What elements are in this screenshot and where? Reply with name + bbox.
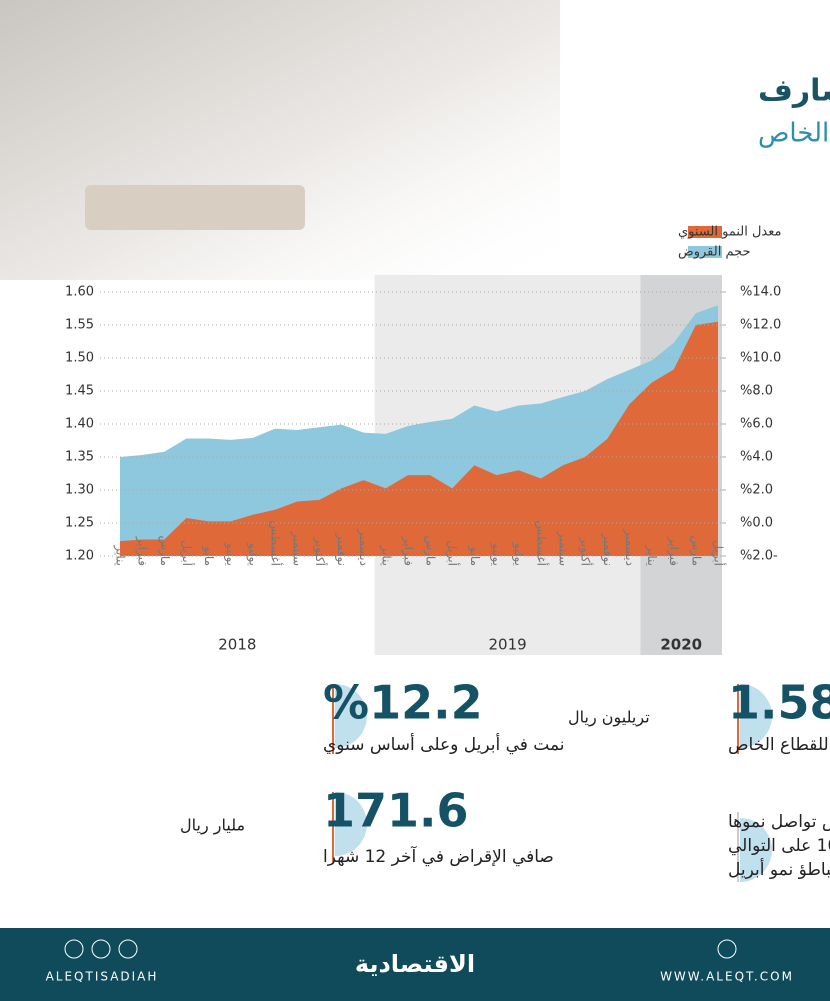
- x-tick-label: مارس: [423, 535, 438, 566]
- y2-tick-label: %12.0: [740, 318, 781, 333]
- x-tick-label: أبريل: [179, 540, 195, 566]
- x-tick-label: أكتوبر: [312, 536, 328, 566]
- footer-site[interactable]: WWW.ALEQT.COM: [660, 970, 794, 984]
- legend-label: حجم القروض: [678, 245, 751, 260]
- note-line: للشهر الـ 10 على التوالي: [728, 836, 830, 856]
- legend-label: معدل النمو السنوي: [678, 225, 781, 240]
- highlight-unit: تريليون ريال: [568, 708, 650, 728]
- icon-half-circle: [740, 684, 772, 748]
- y-tick-label: 1.35: [65, 450, 94, 465]
- y2-tick-label: %2.0-: [740, 549, 778, 564]
- y2-tick-label: %0.0: [740, 516, 773, 531]
- y-tick-label: 1.40: [65, 417, 94, 432]
- y2-tick-label: %2.0: [740, 483, 773, 498]
- x-tick-label: أبريل: [711, 540, 727, 566]
- y-tick-label: 1.50: [65, 351, 94, 366]
- x-tick-label: أغسطس: [533, 521, 549, 566]
- x-tick-label: سبتمبر: [290, 531, 305, 566]
- y2-tick-label: %8.0: [740, 384, 773, 399]
- highlight-text: صافي الإقراض في آخر 12 شهرا: [323, 845, 554, 867]
- icon-twitter[interactable]: [118, 939, 138, 959]
- year-label: 2018: [218, 636, 256, 654]
- footer-handle: ALEQTISADIAH: [46, 970, 159, 984]
- x-tick-label: مارس: [157, 535, 172, 566]
- area: [120, 321, 718, 556]
- y2-tick-label: %4.0: [740, 450, 773, 465]
- x-tick-label: يونيو: [223, 542, 238, 566]
- x-tick-label: فبراير: [666, 536, 681, 566]
- note-line: رغم تباطؤ نمو أبريل: [728, 858, 830, 880]
- x-tick-label: يونيو: [489, 542, 504, 566]
- legend-swatch: [688, 246, 722, 258]
- icon-web[interactable]: [717, 939, 737, 959]
- footer-bar: [0, 928, 830, 1001]
- y2-tick-label: %14.0: [740, 285, 781, 300]
- y-tick-label: 1.55: [65, 318, 94, 333]
- icon-facebook[interactable]: [91, 939, 111, 959]
- x-tick-label: يوليو: [245, 542, 260, 566]
- x-tick-label: أبريل: [445, 540, 461, 566]
- y2-tick-label: %6.0: [740, 417, 773, 432]
- money-stack: [85, 185, 305, 230]
- highlight-value: %12.2: [323, 676, 483, 730]
- x-tick-label: ديسمبر: [622, 528, 637, 566]
- highlight-value: 1.58: [728, 676, 830, 730]
- note-line: القروض تواصل نموها: [728, 812, 830, 832]
- subtitle: للقطاع الخاص: [758, 119, 830, 149]
- y-tick-label: 1.45: [65, 384, 94, 399]
- x-tick-label: سبتمبر: [555, 531, 570, 566]
- y-tick-label: 1.30: [65, 483, 94, 498]
- legend-swatch: [688, 226, 722, 238]
- year-label: 2020: [660, 636, 702, 654]
- highlight-text: حجم قروض المصارف للقطاع الخاص: [728, 735, 830, 755]
- x-tick-label: مارس: [688, 535, 703, 566]
- y-tick-label: 1.60: [65, 285, 94, 300]
- x-tick-label: أكتوبر: [578, 536, 594, 566]
- chart: 2018 2019 2020 معدل النمو السنوي حجم القروض 1…: [65, 225, 781, 655]
- x-tick-label: نوفمبر: [334, 533, 349, 566]
- x-tick-label: نوفمبر: [600, 533, 615, 566]
- icon-half-circle: [740, 818, 772, 882]
- icon-instagram[interactable]: [64, 939, 84, 959]
- icon-half-circle: [335, 684, 367, 748]
- title: تطور حجم قروض المصارف: [758, 74, 830, 109]
- highlights: 1.58 تريليون ريال حجم قروض المصارف للقطاع …: [180, 676, 830, 882]
- y-tick-label: 1.20: [65, 549, 94, 564]
- highlight-value: 171.6: [323, 784, 469, 838]
- icon-half-circle: [335, 792, 367, 856]
- x-tick-label: فبراير: [135, 536, 150, 566]
- x-tick-label: فبراير: [400, 536, 415, 566]
- highlight-unit: مليار ريال: [180, 816, 245, 836]
- x-tick-label: يناير: [644, 544, 659, 566]
- y-tick-label: 1.25: [65, 516, 94, 531]
- y2-tick-label: %10.0: [740, 351, 781, 366]
- x-tick-label: يوليو: [511, 542, 526, 566]
- footer-brand: الاقتصادية: [355, 950, 475, 978]
- x-tick-label: مايو: [201, 545, 216, 566]
- x-tick-label: مايو: [467, 545, 482, 566]
- year-label: 2019: [488, 636, 526, 654]
- photo-backdrop: [0, 0, 560, 280]
- x-tick-label: يناير: [378, 544, 393, 566]
- x-tick-label: يناير: [113, 544, 128, 566]
- x-tick-label: أغسطس: [268, 521, 284, 566]
- x-tick-label: ديسمبر: [356, 528, 371, 566]
- highlight-text: نمت في أبريل وعلى أساس سنوي: [323, 733, 565, 755]
